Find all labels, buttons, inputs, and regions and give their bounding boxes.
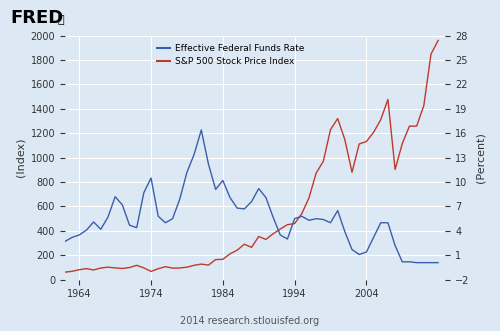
Text: 📈: 📈 xyxy=(58,15,64,25)
Y-axis label: (Index): (Index) xyxy=(15,138,25,177)
Text: 2014 research.stlouisfed.org: 2014 research.stlouisfed.org xyxy=(180,316,320,326)
Legend: Effective Federal Funds Rate, S&P 500 Stock Price Index: Effective Federal Funds Rate, S&P 500 St… xyxy=(153,40,308,70)
Text: FRED: FRED xyxy=(10,9,63,27)
Y-axis label: (Percent): (Percent) xyxy=(475,132,485,183)
